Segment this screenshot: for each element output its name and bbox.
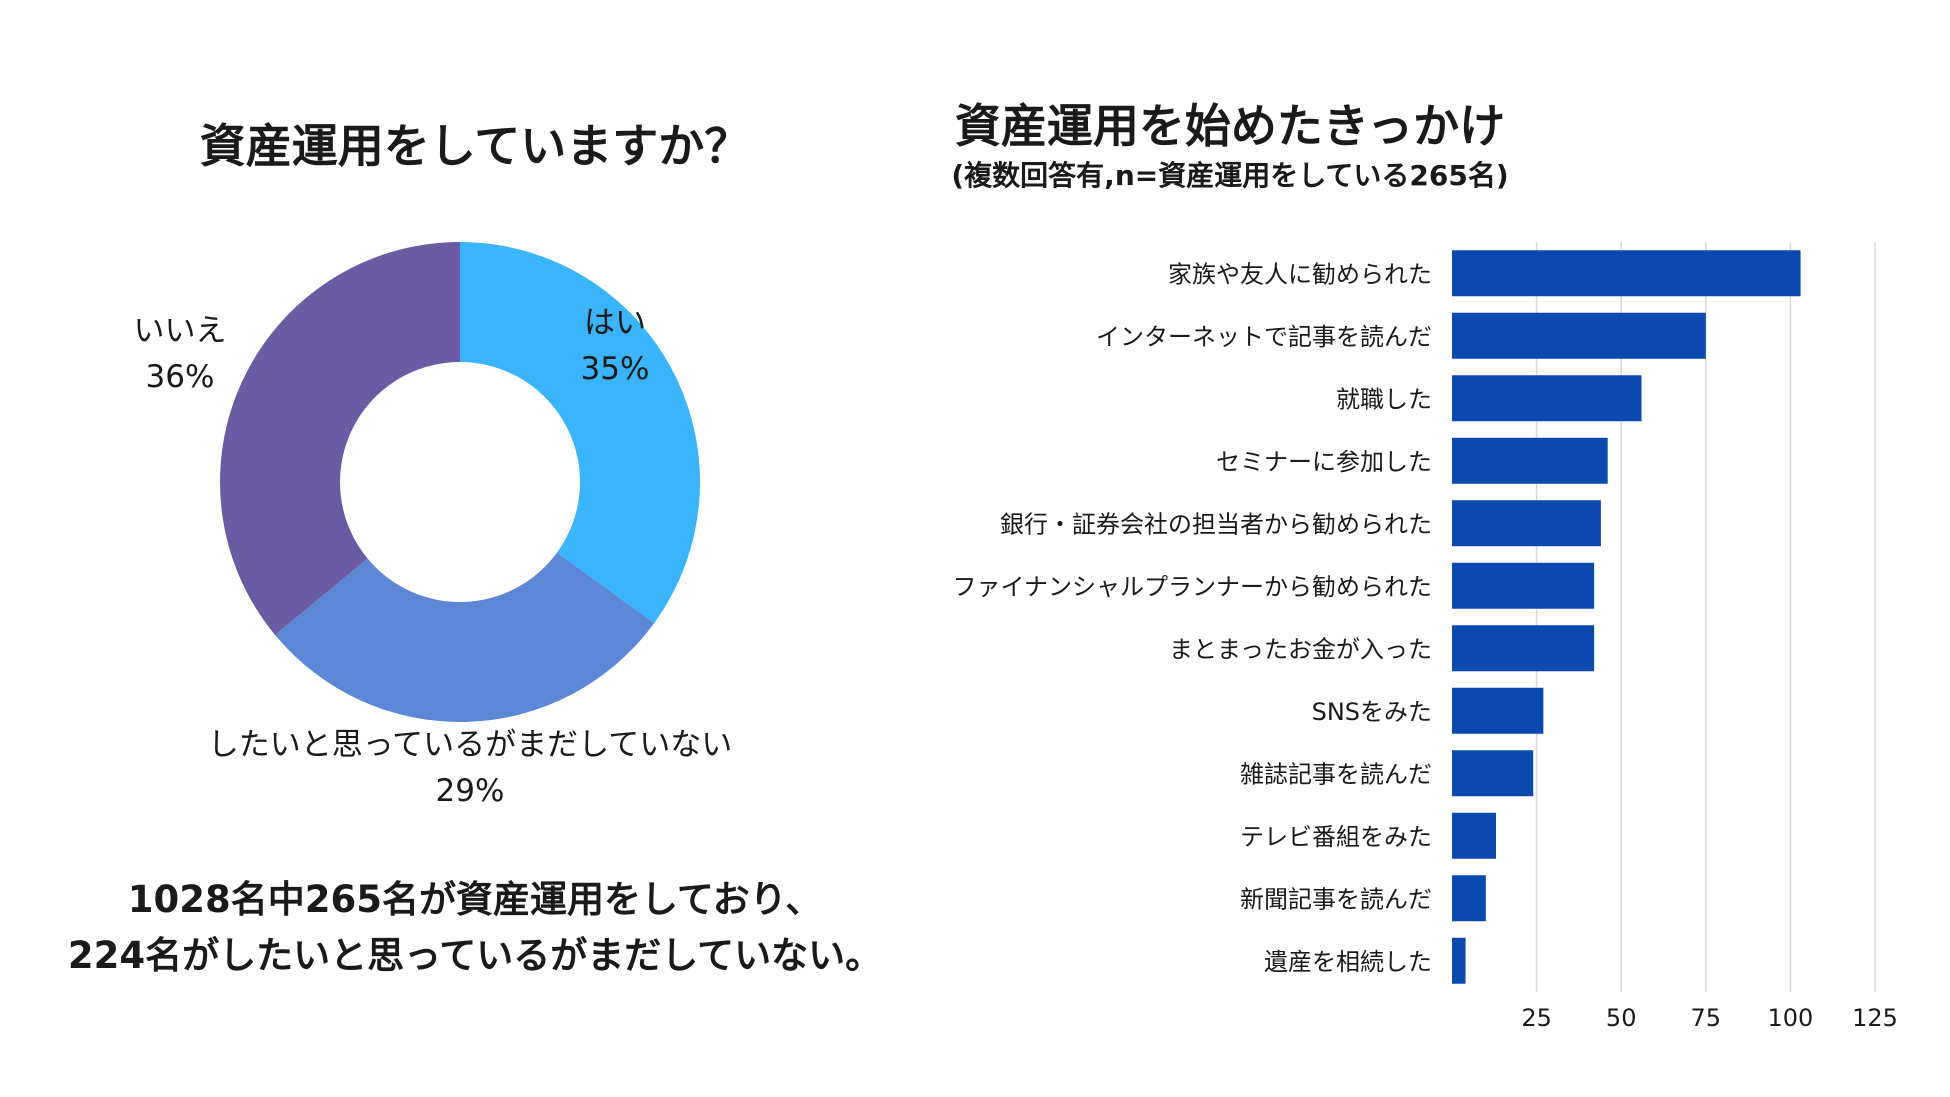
bar-3 <box>1452 437 1608 484</box>
bar-8 <box>1452 750 1534 797</box>
category-label-8: 雑誌記事を読んだ <box>1240 760 1432 788</box>
bar-4 <box>1452 500 1601 547</box>
donut-label-yes-value: 35% <box>580 351 650 387</box>
donut-label-no-name: いいえ <box>133 313 227 349</box>
summary-text: 1028名中265名が資産運用をしており、 224名がしたいと思っているがまだし… <box>0 872 950 984</box>
bar-2 <box>1452 375 1642 422</box>
summary-line-2: 224名がしたいと思っているがまだしていない。 <box>67 934 883 977</box>
bar-7 <box>1452 687 1544 734</box>
donut-label-want: したいと思っているがまだしていない 29% <box>150 722 790 814</box>
category-label-0: 家族や友人に勧められた <box>1168 260 1432 288</box>
category-label-4: 銀行・証券会社の担当者から勧められた <box>1000 510 1432 538</box>
bar-11 <box>1452 937 1466 984</box>
donut-label-yes-name: はい <box>584 305 646 341</box>
category-label-6: まとまったお金が入った <box>1169 635 1432 663</box>
category-label-3: セミナーに参加した <box>1216 448 1432 476</box>
category-label-10: 新聞記事を読んだ <box>1240 885 1432 913</box>
x-tick-label-75: 75 <box>1691 1004 1722 1032</box>
category-label-7: SNSをみた <box>1312 698 1432 726</box>
donut-label-want-value: 29% <box>435 773 505 809</box>
category-label-9: テレビ番組をみた <box>1240 823 1432 851</box>
donut-slice-yes <box>460 242 700 624</box>
category-label-1: インターネットで記事を読んだ <box>1096 323 1432 351</box>
bar-9 <box>1452 812 1496 859</box>
bar-1 <box>1452 312 1706 359</box>
x-tick-label-125: 125 <box>1852 1004 1898 1032</box>
donut-slice-no <box>220 242 460 635</box>
bar-0 <box>1452 250 1801 297</box>
donut-label-no: いいえ 36% <box>120 308 240 400</box>
bar-10 <box>1452 875 1486 922</box>
donut-label-no-value: 36% <box>145 359 215 395</box>
x-tick-label-25: 25 <box>1521 1004 1552 1032</box>
donut-chart-title: 資産運用をしていますか？ <box>199 119 751 173</box>
summary-line-1: 1028名中265名が資産運用をしており、 <box>127 878 823 921</box>
bar-5 <box>1452 562 1595 609</box>
category-label-5: ファイナンシャルプランナーから勧められた <box>952 573 1432 601</box>
donut-label-want-name: したいと思っているがまだしていない <box>207 727 733 763</box>
x-tick-label-100: 100 <box>1767 1004 1813 1032</box>
donut-chart <box>220 242 700 723</box>
bar-chart-subtitle-text: (複数回答有,n=資産運用をしている265名) <box>951 159 1509 192</box>
donut-label-yes: はい 35% <box>560 300 670 392</box>
x-tick-label-50: 50 <box>1606 1004 1637 1032</box>
donut-slice-want <box>275 552 655 723</box>
category-label-11: 遺産を相続した <box>1264 948 1432 976</box>
bar-chart-title-text: 資産運用を始めたきっかけ <box>954 99 1506 153</box>
bar-6 <box>1452 625 1595 672</box>
category-label-2: 就職した <box>1336 385 1432 413</box>
